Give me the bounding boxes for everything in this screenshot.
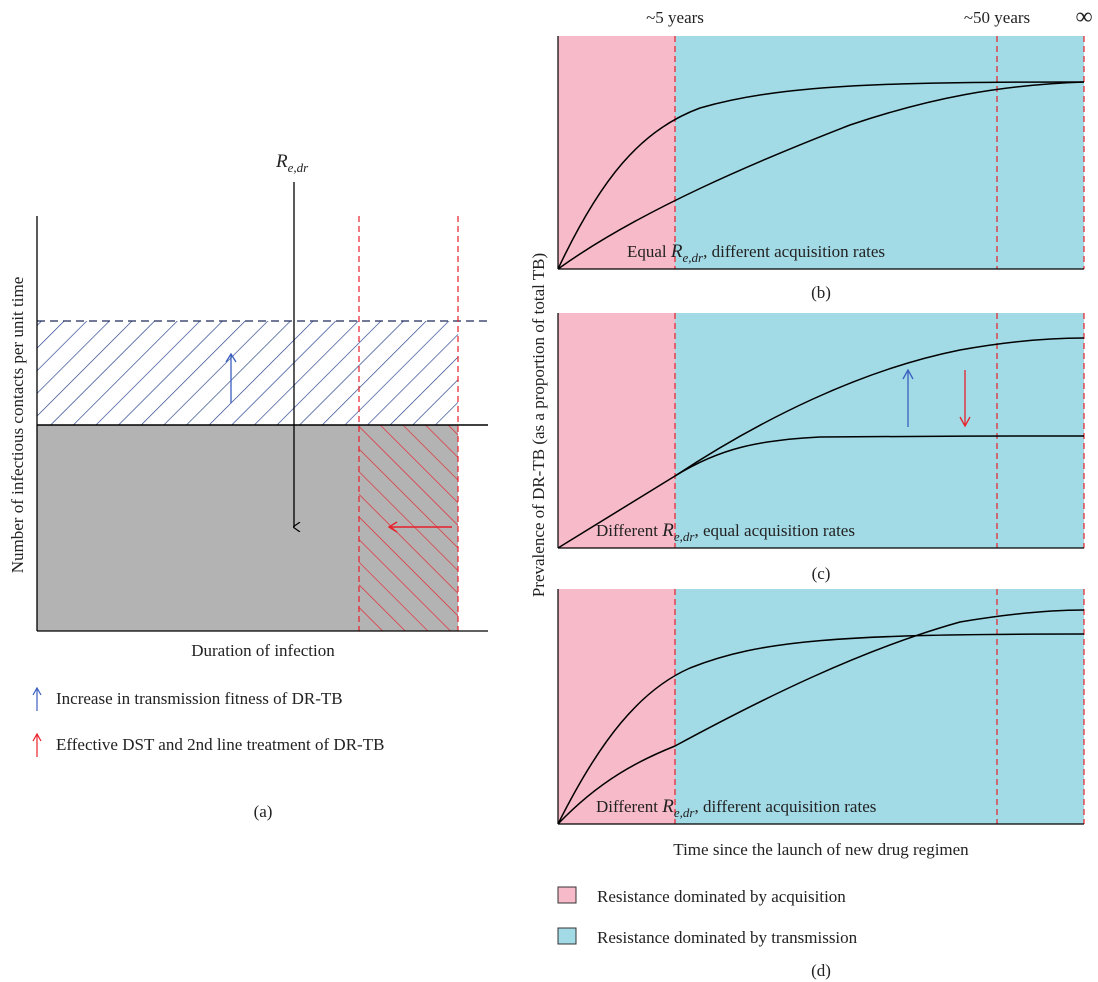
- panel-d-label: (d): [811, 961, 831, 980]
- panel-c-curve-base: [557, 475, 676, 549]
- top-label-infinity: ∞: [1075, 4, 1092, 30]
- top-label-50-years: ~50 years: [964, 8, 1030, 27]
- panel-c-curve-upper: [674, 337, 1085, 477]
- panel-c-blue-arrow-up-icon: [902, 368, 914, 427]
- panel-b-transmission-region: [675, 36, 1084, 269]
- panel-b-label: (b): [811, 283, 831, 302]
- legend-blue-arrow-up-icon: [32, 686, 42, 711]
- top-label-5-years: ~5 years: [646, 8, 704, 27]
- legend-swatch-transmission: [557, 927, 577, 945]
- legend-swatch-acquisition: [557, 886, 577, 904]
- panel-d-caption-text: Different Re,dr, different acquisition r…: [596, 796, 876, 820]
- panel-d: Different Re,dr, different acquisition r…: [557, 589, 1085, 825]
- panel-d-curve-slow: [557, 609, 1085, 825]
- legend-red-arrow-up-icon: [32, 732, 42, 757]
- panel-c-curve-lower: [674, 435, 1085, 477]
- legend-item-transmission: Resistance dominated by transmission: [597, 928, 858, 947]
- blue-arrow-up-icon: [225, 352, 237, 403]
- right-x-label: Time since the launch of new drug regime…: [673, 840, 969, 859]
- right-panels: ~5 years ~50 years ∞ Prevalence of DR-TB…: [529, 4, 1093, 980]
- panel-b-curve-slow: [557, 81, 1085, 270]
- panel-c-caption-text: Different Re,dr, equal acquisition rates: [596, 520, 855, 544]
- panel-d-transmission-region: [675, 589, 1084, 824]
- grey-baseline-area: [37, 425, 359, 631]
- panel-c-acquisition-region: [558, 313, 675, 548]
- panel-c-transmission-region: [675, 313, 1084, 548]
- panel-a-caption: (a): [254, 802, 273, 821]
- right-y-label: Prevalence of DR-TB (as a proportion of …: [529, 253, 548, 597]
- panel-a-x-label: Duration of infection: [191, 641, 335, 660]
- red-hatched-overlay: [359, 425, 458, 631]
- panel-c: Different Re,dr, equal acquisition rates…: [557, 313, 1085, 583]
- legend-item-transmission-fitness: Increase in transmission fitness of DR-T…: [56, 689, 343, 708]
- panel-b-caption-text: Equal Re,dr, different acquisition rates: [627, 241, 885, 265]
- re-dr-label: Re,dr: [275, 151, 309, 175]
- right-legend: Resistance dominated by acquisition Resi…: [557, 886, 858, 947]
- panel-d-acquisition-region: [558, 589, 675, 824]
- panel-c-red-arrow-down-icon: [959, 370, 971, 428]
- panel-a-legend: Increase in transmission fitness of DR-T…: [32, 686, 384, 757]
- red-arrow-left-icon: [387, 521, 452, 533]
- legend-item-acquisition: Resistance dominated by acquisition: [597, 887, 846, 906]
- blue-hatched-area: [37, 321, 458, 425]
- panel-a: Re,dr Number of infectious contacts per …: [8, 151, 488, 821]
- re-dr-subscript: e,dr: [288, 160, 310, 175]
- panel-c-label: (c): [812, 564, 831, 583]
- panel-b: Equal Re,dr, different acquisition rates…: [557, 36, 1085, 302]
- panel-b-curve-fast: [557, 81, 1085, 270]
- legend-item-dst-treatment: Effective DST and 2nd line treatment of …: [56, 735, 384, 754]
- panel-a-y-label: Number of infectious contacts per unit t…: [8, 277, 27, 573]
